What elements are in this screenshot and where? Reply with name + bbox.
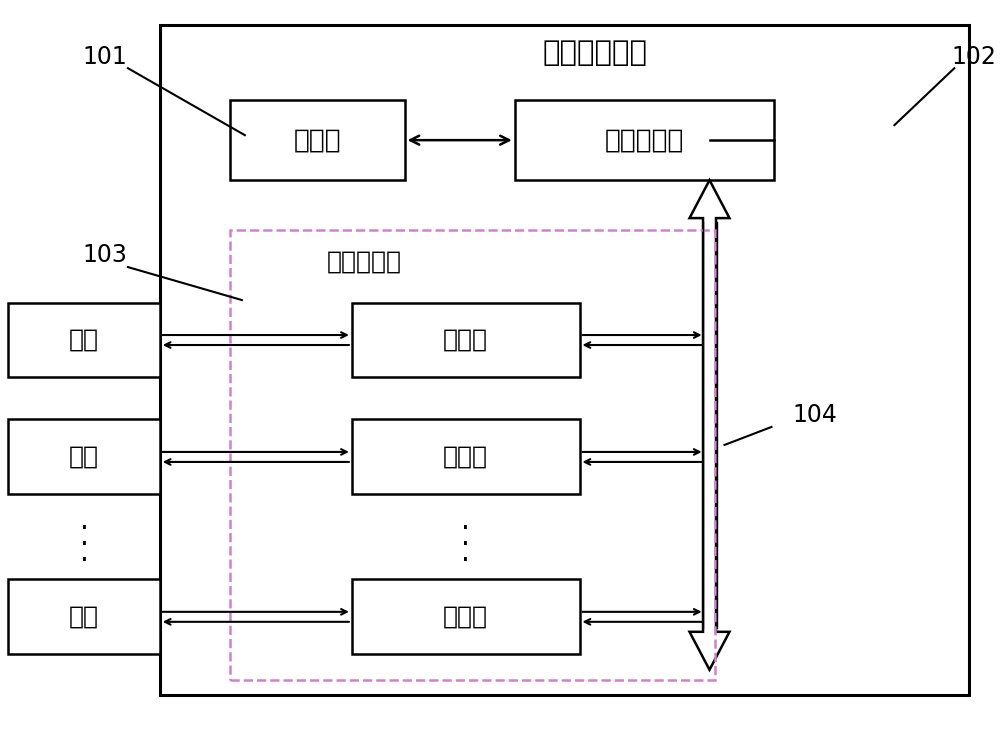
Bar [352, 303, 580, 378]
Text: 电机: 电机 [69, 605, 99, 629]
Bar [230, 230, 715, 680]
Text: 104: 104 [792, 403, 837, 427]
Text: 电机: 电机 [69, 445, 99, 469]
Text: 101: 101 [83, 46, 127, 69]
Text: 控制器: 控制器 [293, 127, 341, 153]
Text: 驱动器: 驱动器 [443, 445, 488, 469]
Text: 第二驱动器: 第二驱动器 [327, 250, 402, 274]
Polygon shape [688, 180, 731, 222]
Text: 电机: 电机 [69, 328, 99, 352]
Bar [703, 222, 717, 628]
Bar [230, 100, 405, 180]
Text: ·: · [461, 547, 470, 575]
Bar [8, 303, 160, 378]
Bar [8, 579, 160, 654]
Text: ·: · [461, 531, 470, 559]
Text: ·: · [461, 515, 470, 543]
Text: ·: · [80, 531, 88, 559]
Bar [8, 420, 160, 495]
Polygon shape [688, 628, 731, 670]
Text: ·: · [80, 515, 88, 543]
Text: 102: 102 [952, 46, 997, 69]
Text: 103: 103 [82, 243, 127, 267]
Text: 第一驱动器: 第一驱动器 [605, 127, 684, 153]
Bar [515, 100, 774, 180]
Text: ·: · [80, 547, 88, 575]
Text: 电机驱动系统: 电机驱动系统 [542, 39, 647, 67]
Bar [160, 25, 969, 695]
Text: 驱动器: 驱动器 [443, 605, 488, 629]
Bar [352, 420, 580, 495]
Text: 驱动器: 驱动器 [443, 328, 488, 352]
Polygon shape [690, 180, 729, 670]
Bar [352, 579, 580, 654]
